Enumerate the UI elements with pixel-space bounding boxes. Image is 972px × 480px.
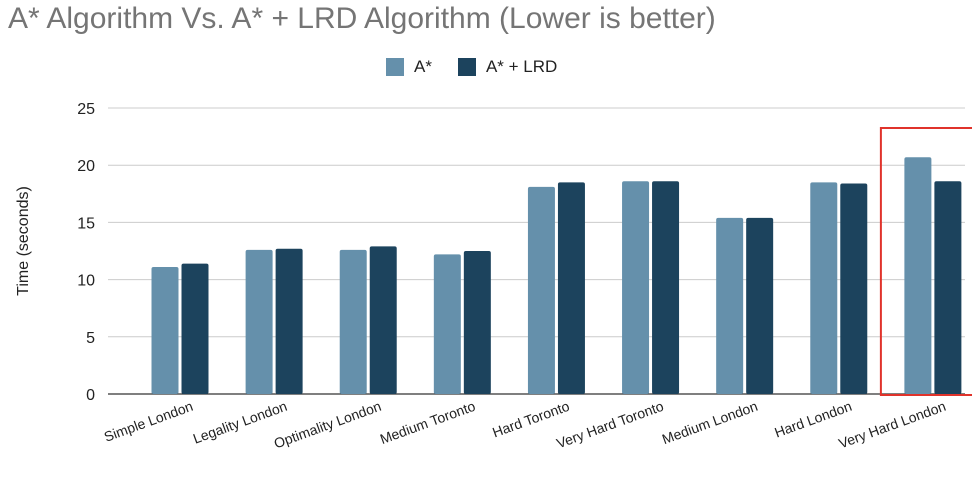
x-tick-label-medium-toronto: Medium Toronto xyxy=(378,398,478,447)
y-tick-label-10: 10 xyxy=(77,273,95,290)
legend-item-a-star: A* xyxy=(386,57,432,77)
legend-label-a-star-lrd: A* + LRD xyxy=(485,57,558,76)
chart-title: A* Algorithm Vs. A* + LRD Algorithm (Low… xyxy=(8,2,716,35)
bar-a-star-lrd-hard-london xyxy=(840,183,868,394)
x-tick-label-very-hard-toronto: Very Hard Toronto xyxy=(554,398,665,452)
bar-a-star-lrd-very-hard-toronto xyxy=(652,181,680,394)
bar-a-star-lrd-simple-london xyxy=(181,263,209,394)
x-tick-label-medium-london: Medium London xyxy=(660,398,760,447)
legend: A* A* + LRD xyxy=(386,57,583,77)
highlight-box xyxy=(879,127,972,396)
bar-a-star-lrd-very-hard-london xyxy=(934,181,962,394)
bar-a-star-very-hard-london xyxy=(904,157,932,394)
y-tick-label-20: 20 xyxy=(77,158,95,175)
bar-a-star-medium-toronto xyxy=(433,254,461,394)
bar-a-star-simple-london xyxy=(151,267,179,394)
x-tick-label-very-hard-london: Very Hard London xyxy=(836,398,948,452)
y-tick-label-5: 5 xyxy=(86,330,95,347)
legend-swatch-a-star xyxy=(386,58,404,76)
y-axis-label: Time (seconds) xyxy=(15,186,32,296)
legend-label-a-star: A* xyxy=(414,57,432,76)
legend-item-a-star-lrd: A* + LRD xyxy=(457,57,558,77)
bar-a-star-optimality-london xyxy=(339,249,367,394)
bar-a-star-lrd-legality-london xyxy=(275,248,303,394)
bar-a-star-medium-london xyxy=(716,217,744,394)
y-tick-label-25: 25 xyxy=(77,101,95,118)
bar-a-star-hard-london xyxy=(810,182,838,394)
y-tick-label-15: 15 xyxy=(77,215,95,232)
y-tick-label-0: 0 xyxy=(86,387,95,404)
bar-a-star-lrd-medium-toronto xyxy=(463,251,491,394)
bar-a-star-hard-toronto xyxy=(527,186,555,394)
bar-a-star-lrd-medium-london xyxy=(746,217,774,394)
bar-a-star-lrd-optimality-london xyxy=(369,246,397,394)
x-tick-label-optimality-london: Optimality London xyxy=(272,398,384,452)
bar-a-star-lrd-hard-toronto xyxy=(557,182,585,394)
bar-a-star-very-hard-toronto xyxy=(622,181,650,394)
bar-a-star-legality-london xyxy=(245,249,273,394)
legend-swatch-a-star-lrd xyxy=(457,58,476,76)
x-tick-label-simple-london: Simple London xyxy=(102,398,195,445)
